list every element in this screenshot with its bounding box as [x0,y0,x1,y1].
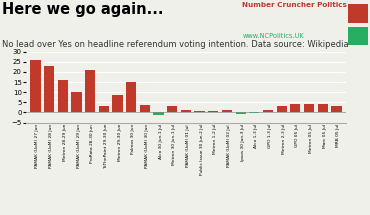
Bar [58,80,68,112]
Bar [195,111,205,112]
Bar [317,104,328,112]
Bar [44,66,54,112]
Bar [140,105,150,112]
Text: Here we go again...: Here we go again... [2,2,163,17]
Bar [276,106,287,112]
Bar [112,95,123,112]
Bar [181,110,191,112]
Text: No lead over Yes on headline referendum voting intention. Data source: Wikipedia: No lead over Yes on headline referendum … [2,40,349,49]
Bar [222,110,232,112]
Bar [30,60,41,112]
Bar [167,106,177,112]
Bar [154,112,164,115]
Bar [263,110,273,112]
Bar [71,92,82,112]
Bar [85,70,95,112]
Bar [249,112,259,114]
Bar [126,82,136,112]
Bar [99,106,109,112]
Bar [290,104,300,112]
Bar [331,106,342,112]
Bar [208,111,218,112]
Text: Number Cruncher Politics: Number Cruncher Politics [242,2,347,8]
Bar [236,112,246,114]
Text: www.NCPolitics.UK: www.NCPolitics.UK [242,33,304,39]
Bar [304,104,314,112]
